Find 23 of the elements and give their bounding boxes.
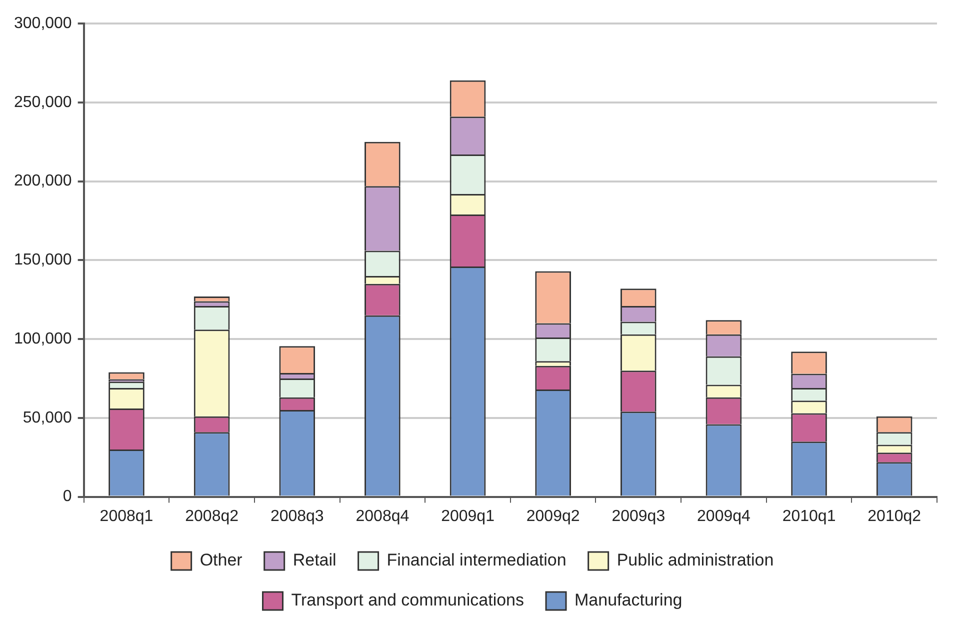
x-tick-label: 2010q1 [782,508,836,525]
y-tick-label: 250,000 [14,94,72,111]
y-tick-label: 150,000 [14,252,72,269]
x-tick-label: 2010q2 [868,508,922,525]
x-tick-label: 2009q3 [612,508,666,525]
legend-label: Transport and communications [291,590,524,610]
y-tick-label: 0 [62,488,72,506]
x-tick-label: 2009q4 [697,508,751,525]
x-tick-label: 2008q4 [356,508,410,525]
legend-label: Public administration [616,550,774,570]
y-tick-label: 50,000 [22,409,72,426]
x-tick-label: 2008q2 [185,508,239,525]
y-tick-label: 100,000 [14,330,72,348]
legend-label: Other [200,550,243,570]
legend-label: Financial intermediation [386,550,566,570]
legend-label: Manufacturing [574,590,682,610]
y-tick-label: 200,000 [14,172,72,190]
x-tick-label: 2009q2 [526,508,580,525]
x-tick-label: 2008q1 [100,508,154,525]
x-tick-label: 2008q3 [270,508,324,525]
x-tick-label: 2009q1 [441,508,495,525]
legend-label: Retail [292,550,336,570]
y-tick-label: 300,000 [14,15,72,32]
